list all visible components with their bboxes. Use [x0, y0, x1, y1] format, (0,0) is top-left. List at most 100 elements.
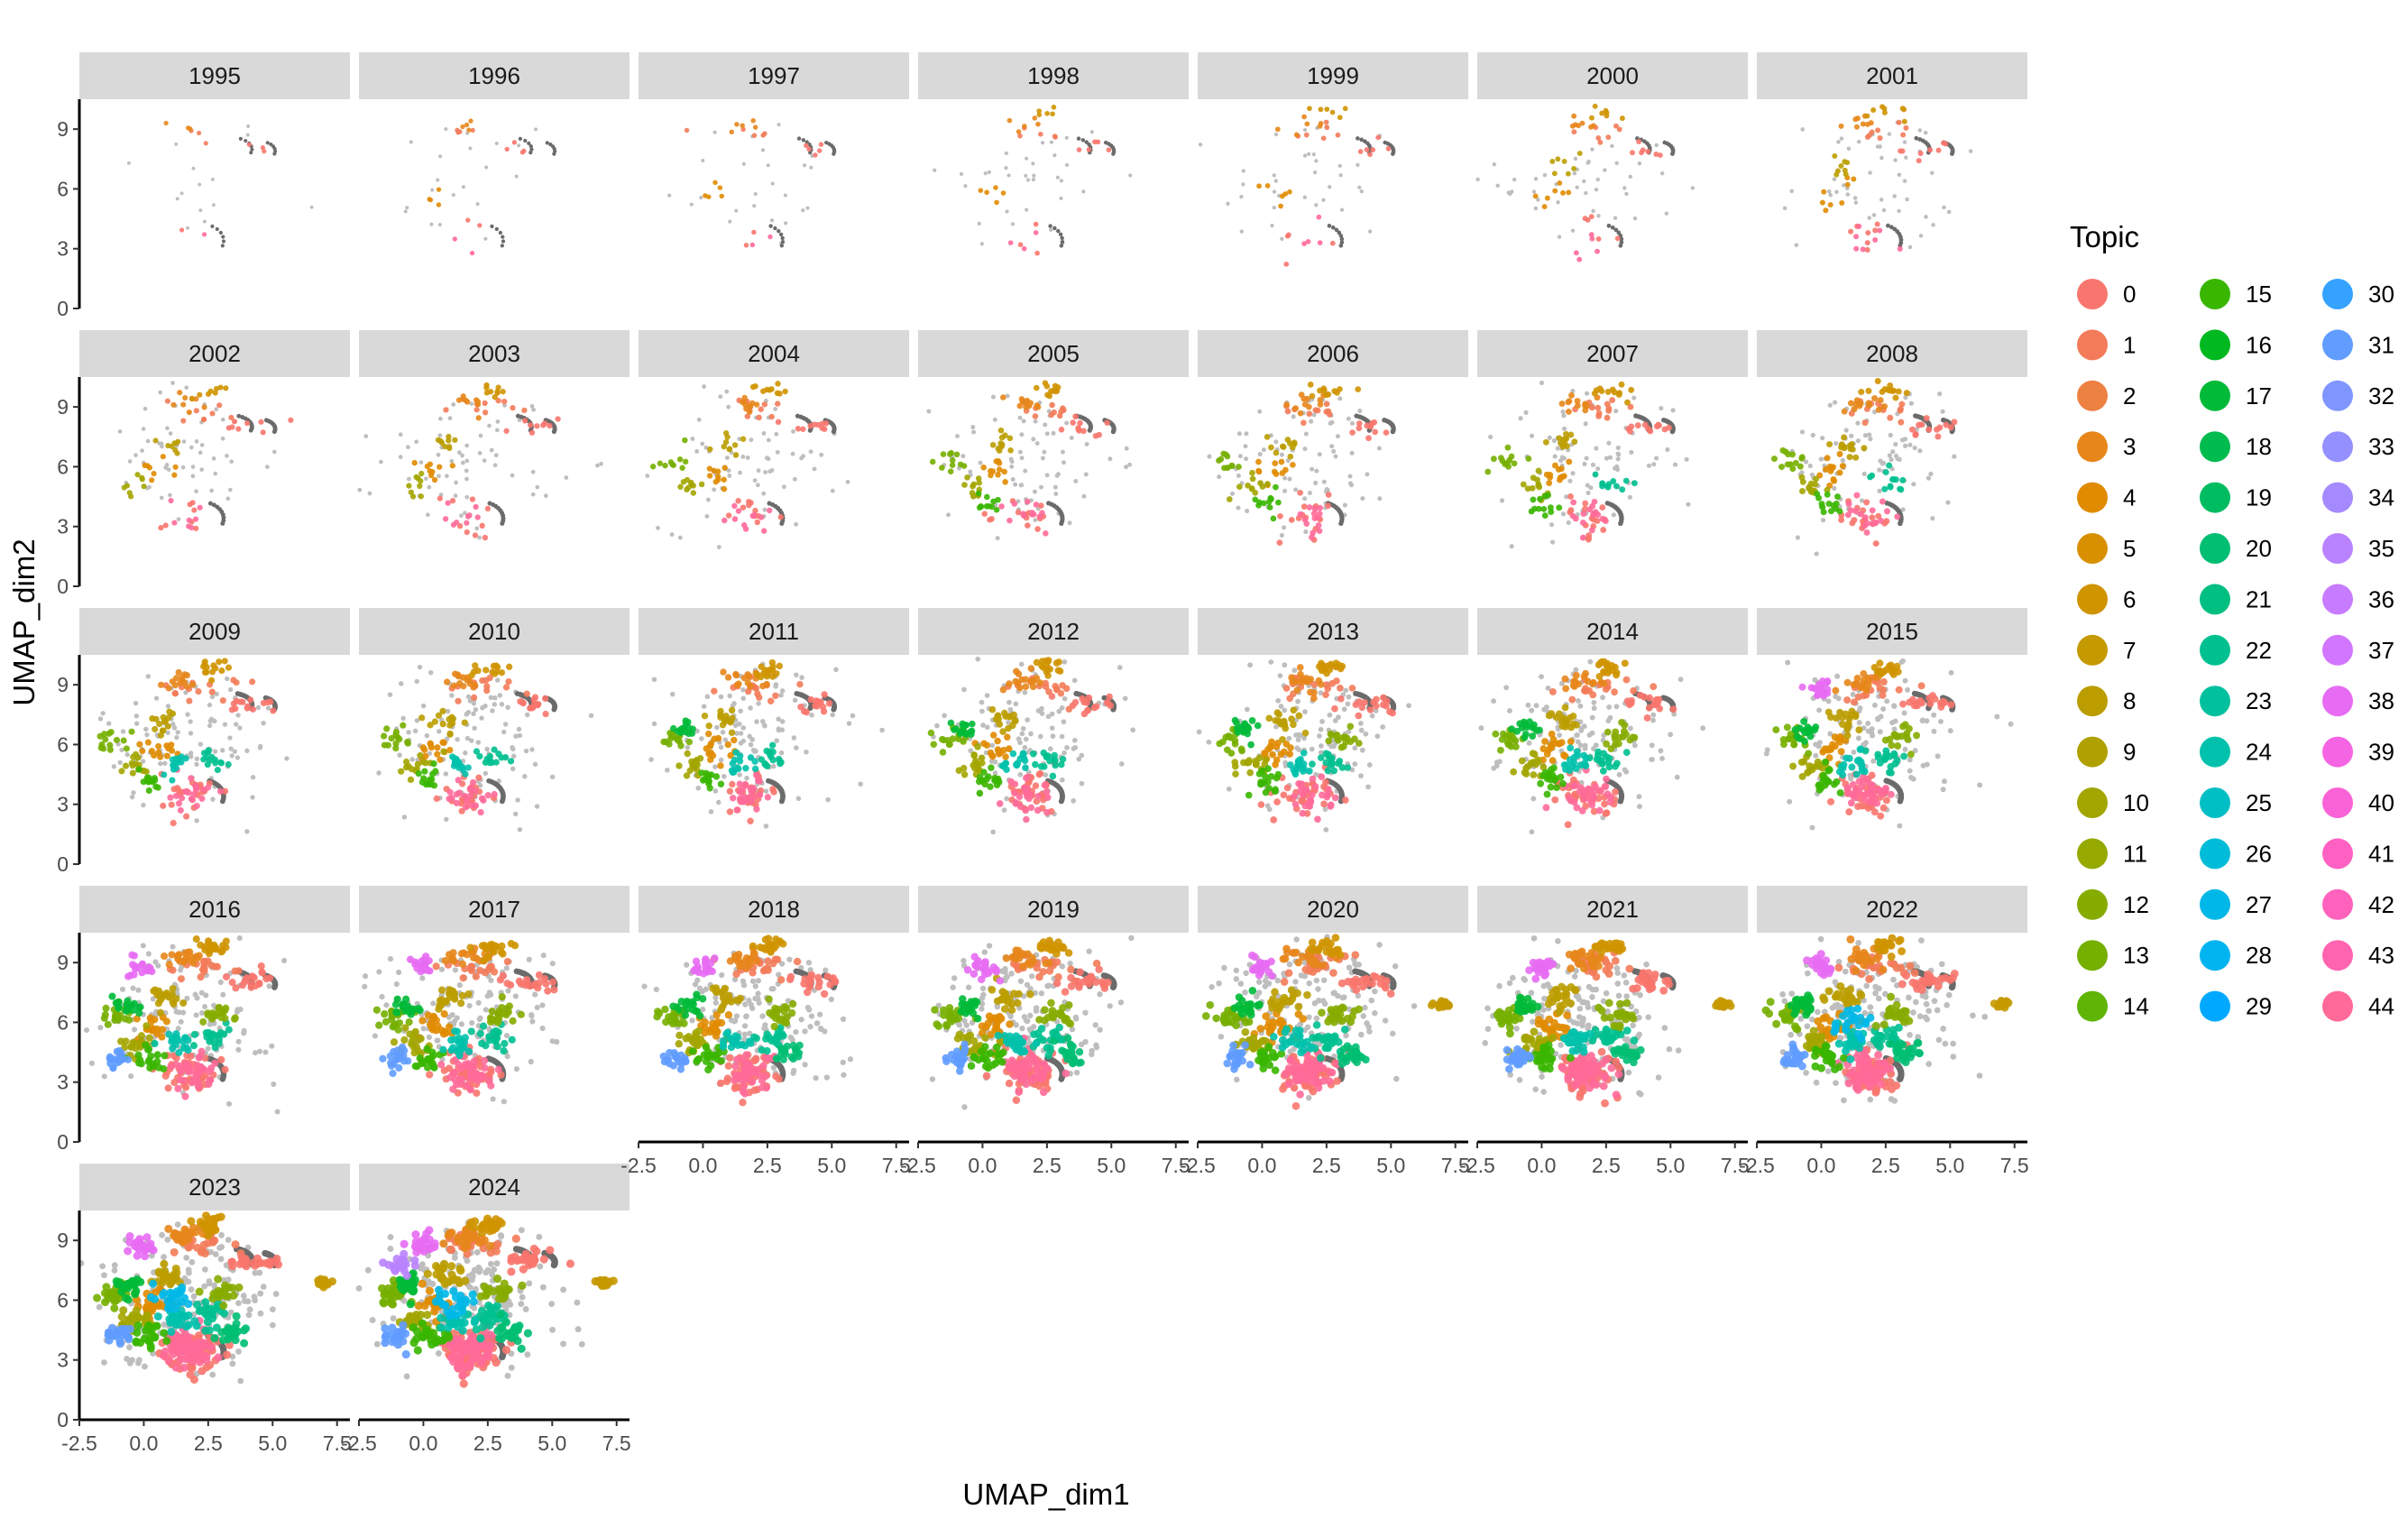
point — [1484, 468, 1492, 475]
point — [100, 711, 106, 716]
point — [477, 535, 483, 540]
point — [1650, 712, 1657, 718]
point — [392, 728, 400, 736]
point — [1277, 673, 1283, 678]
facet-points-1996 — [403, 118, 557, 256]
point — [474, 514, 481, 520]
point — [1595, 410, 1603, 417]
point — [1539, 380, 1545, 386]
point — [1892, 194, 1897, 198]
point — [1656, 704, 1664, 713]
point — [464, 443, 469, 448]
facet-strip — [359, 608, 630, 655]
point — [1279, 470, 1286, 476]
point — [1259, 483, 1266, 490]
point — [1861, 514, 1869, 521]
point — [1828, 192, 1833, 198]
point — [214, 767, 221, 774]
point — [1902, 140, 1907, 144]
point — [516, 726, 522, 732]
point — [168, 492, 172, 498]
point — [1052, 484, 1058, 490]
point — [1875, 406, 1882, 413]
point — [482, 458, 487, 463]
point — [740, 436, 747, 442]
point — [1853, 124, 1860, 130]
point — [1571, 113, 1577, 119]
point — [1023, 468, 1028, 474]
point — [1310, 466, 1315, 472]
facet-strip-label: 2019 — [1027, 896, 1080, 923]
point — [1352, 745, 1358, 751]
point — [1836, 140, 1841, 144]
point — [157, 441, 161, 446]
point — [1355, 712, 1363, 720]
point — [198, 208, 203, 213]
point — [464, 468, 469, 474]
point — [819, 420, 825, 427]
point — [1567, 744, 1575, 752]
point — [777, 228, 781, 234]
point — [1930, 170, 1935, 175]
point — [1070, 419, 1076, 426]
point — [1054, 667, 1062, 674]
point — [1084, 441, 1089, 446]
point — [1613, 704, 1620, 710]
point — [152, 783, 160, 790]
point — [1059, 196, 1063, 201]
point — [702, 384, 706, 389]
point — [1118, 761, 1125, 767]
point — [1843, 732, 1852, 740]
point — [1196, 729, 1202, 735]
point — [1795, 535, 1800, 540]
point — [1610, 143, 1614, 149]
point — [1846, 454, 1853, 461]
point — [1529, 707, 1535, 713]
point — [1553, 784, 1560, 792]
point — [547, 422, 553, 429]
point — [494, 428, 500, 433]
point — [1573, 667, 1579, 673]
point — [1588, 485, 1594, 491]
point — [1478, 725, 1484, 732]
point — [1894, 513, 1901, 520]
point — [1022, 764, 1029, 771]
point — [806, 146, 812, 152]
point — [1869, 507, 1876, 514]
point — [495, 750, 502, 758]
point — [152, 437, 159, 444]
point — [1047, 746, 1053, 752]
point — [1836, 469, 1843, 476]
point — [1590, 462, 1596, 467]
point — [217, 384, 224, 391]
point — [1622, 186, 1627, 190]
point — [703, 193, 708, 198]
point — [1130, 727, 1135, 733]
point — [522, 774, 528, 779]
point — [160, 727, 167, 734]
point — [657, 460, 664, 466]
point — [1041, 781, 1049, 789]
point — [1556, 504, 1563, 511]
point — [1875, 144, 1880, 149]
point — [1641, 421, 1649, 428]
point — [1358, 773, 1364, 778]
point — [1032, 173, 1036, 178]
point — [486, 752, 494, 760]
point — [760, 148, 765, 152]
point — [190, 474, 196, 479]
point — [990, 498, 997, 505]
point — [528, 422, 534, 428]
point — [1085, 694, 1093, 702]
point — [1338, 234, 1344, 238]
point — [459, 513, 464, 518]
point — [999, 686, 1007, 694]
point — [1069, 435, 1074, 440]
point — [1328, 185, 1332, 189]
point — [989, 441, 997, 448]
point — [1595, 748, 1603, 756]
point — [170, 401, 177, 408]
point — [437, 756, 444, 763]
point — [1324, 106, 1330, 113]
